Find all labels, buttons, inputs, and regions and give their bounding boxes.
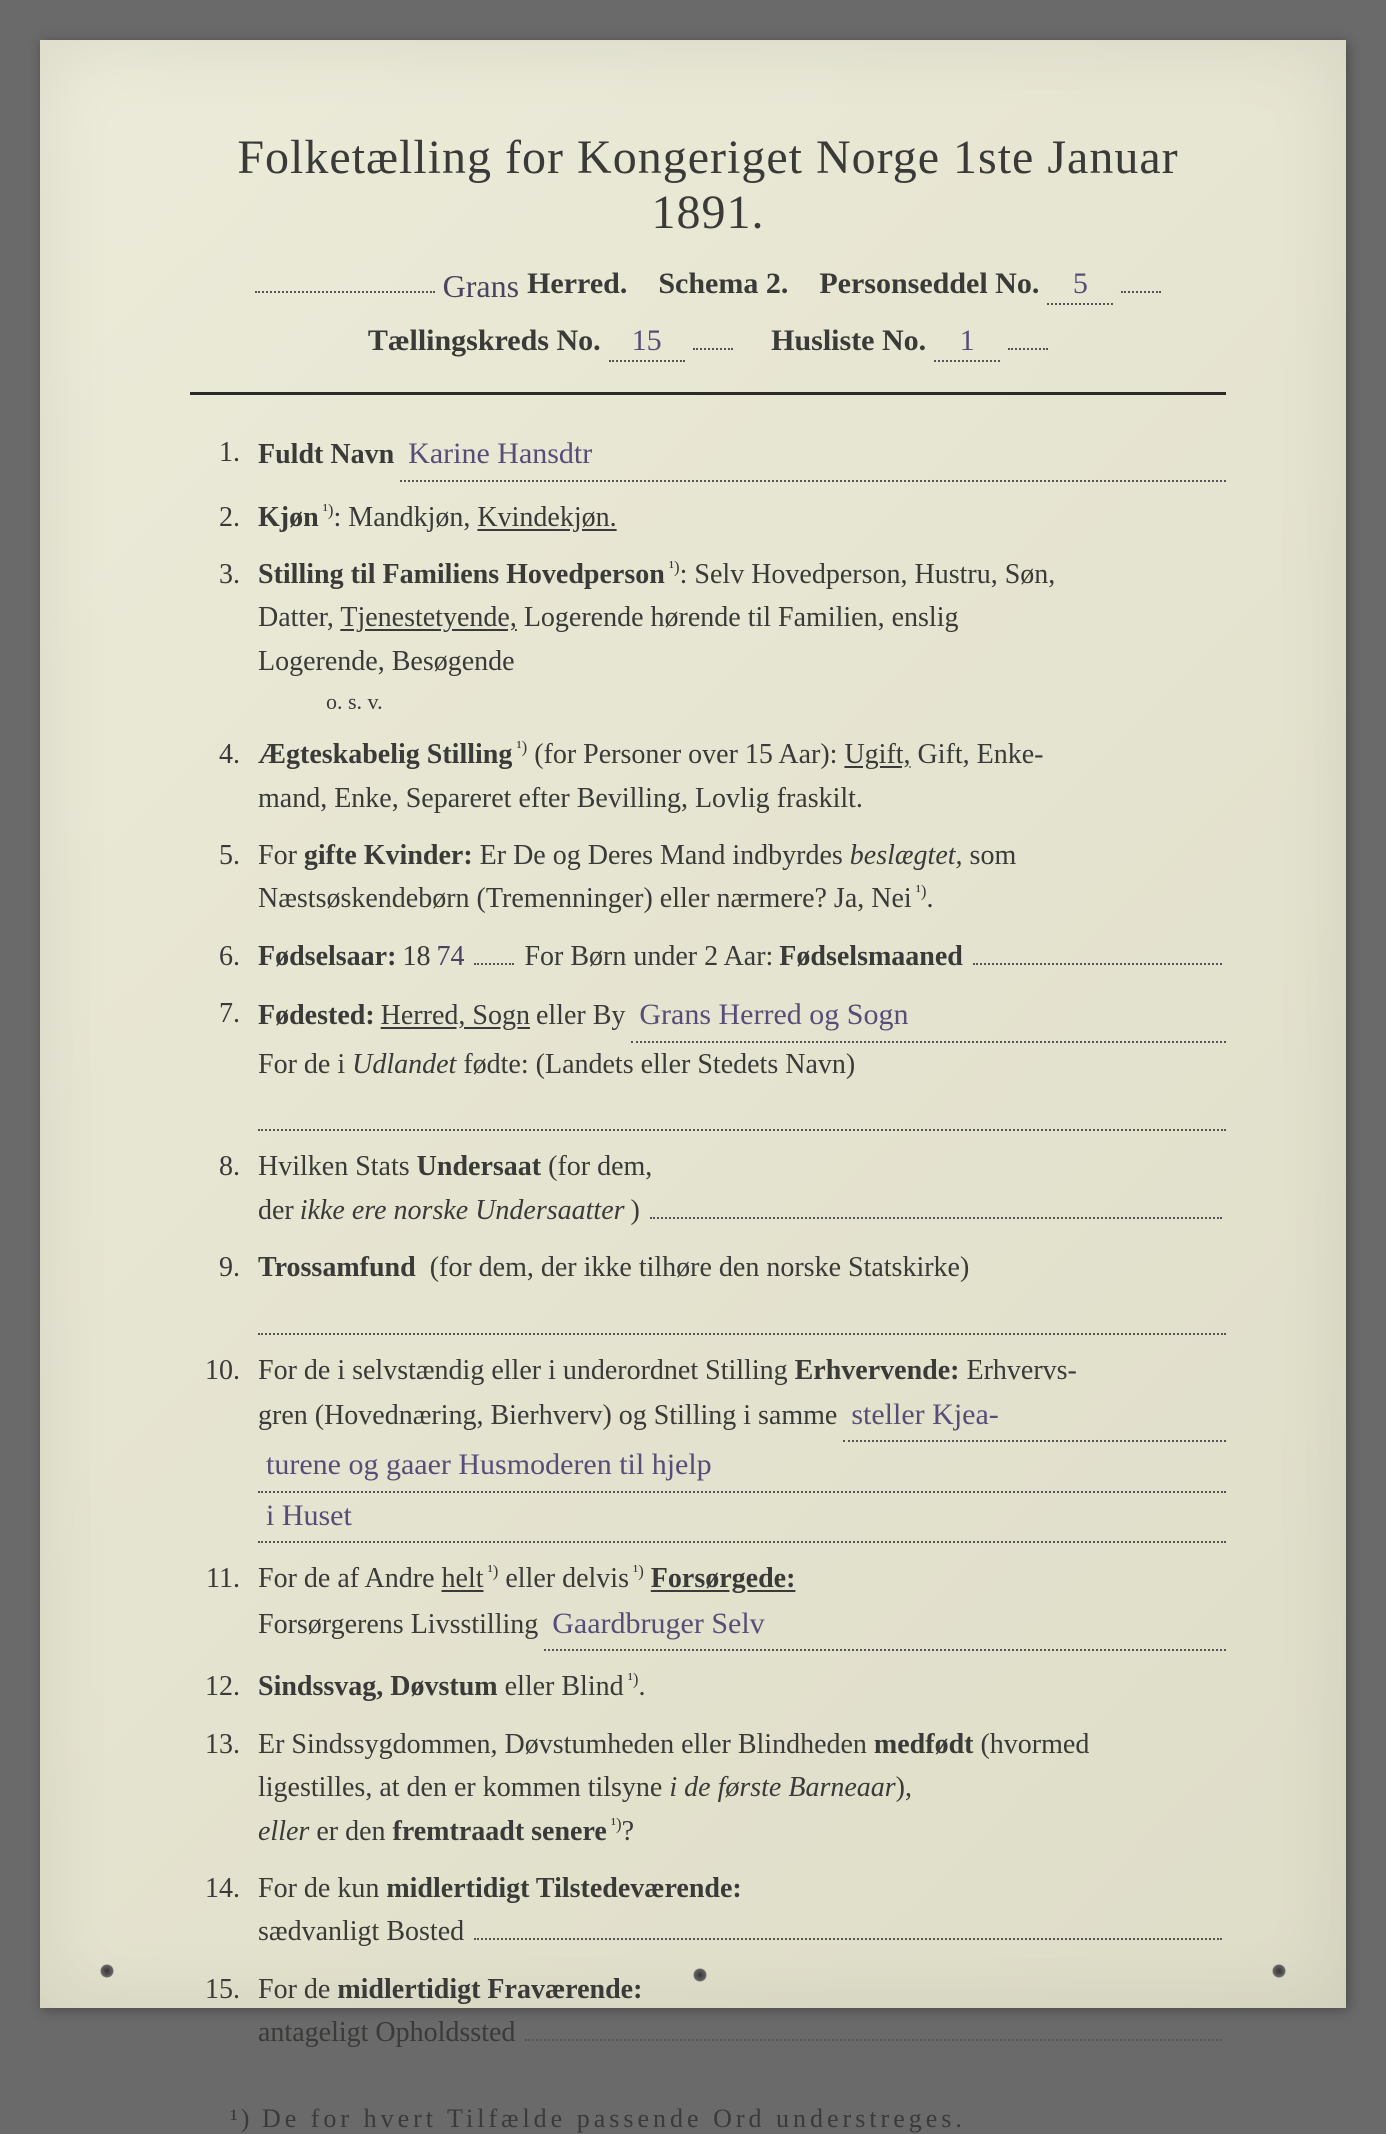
- form-header: Folketælling for Kongeriget Norge 1ste J…: [190, 130, 1226, 362]
- census-form-page: Folketælling for Kongeriget Norge 1ste J…: [40, 40, 1346, 2008]
- form-items: Fuldt Navn Karine Hansdtr Kjøn ¹): Mandk…: [190, 431, 1226, 2054]
- kreds-label: Tællingskreds No.: [368, 324, 601, 358]
- header-line-3: Tællingskreds No. 15 Husliste No. 1: [190, 315, 1226, 362]
- item-3-relation: Stilling til Familiens Hovedperson ¹): S…: [190, 553, 1226, 719]
- relation-selected: Tjenestetyende,: [340, 602, 516, 633]
- item-8-citizenship: Hvilken Stats Undersaat (for dem, der ik…: [190, 1145, 1226, 1232]
- herred-value: Grans: [443, 268, 519, 305]
- item-13-congenital: Er Sindssygdommen, Døvstumheden eller Bl…: [190, 1723, 1226, 1853]
- item-6-birthyear: Fødselsaar: 1874 For Børn under 2 Aar: F…: [190, 935, 1226, 978]
- provider-value: Gaardbruger Selv: [544, 1601, 1226, 1652]
- divider-rule: [190, 392, 1226, 395]
- occupation-line3: i Huset: [258, 1493, 1226, 1544]
- footnote: ¹) De for hvert Tilfælde passende Ord un…: [190, 2104, 1226, 2134]
- item-5-related: For gifte Kvinder: Er De og Deres Mand i…: [190, 834, 1226, 921]
- personseddel-no: 5: [1047, 267, 1113, 305]
- sex-selected: Kvindekjøn.: [477, 502, 616, 533]
- item-9-religion: Trossamfund (for dem, der ikke tilhøre d…: [190, 1246, 1226, 1335]
- kreds-no: 15: [609, 324, 685, 362]
- item-7-birthplace: Fødested: Herred, Sogn eller By Grans He…: [190, 992, 1226, 1131]
- item-15-temp-absent: For de midlertidigt Fraværende: antageli…: [190, 1968, 1226, 2055]
- pinhole-icon: [100, 1964, 114, 1978]
- husliste-label: Husliste No.: [771, 324, 926, 358]
- pinhole-icon: [693, 1968, 707, 1982]
- form-title: Folketælling for Kongeriget Norge 1ste J…: [190, 130, 1226, 240]
- trailing-dots: [1121, 258, 1161, 293]
- husliste-no: 1: [934, 324, 1000, 362]
- name-value: Karine Hansdtr: [400, 431, 1226, 482]
- pinhole-icon: [1272, 1964, 1286, 1978]
- herred-label: Herred.: [527, 267, 627, 301]
- occupation-line2: turene og gaaer Husmoderen til hjelp: [258, 1442, 1226, 1493]
- marital-selected: Ugift,: [844, 739, 910, 770]
- header-line-2: Grans Herred. Schema 2. Personseddel No.…: [190, 258, 1226, 305]
- item-14-temp-present: For de kun midlertidigt Tilstedeværende:…: [190, 1867, 1226, 1954]
- birthyear-value: 74: [436, 935, 464, 978]
- item-2-sex: Kjøn ¹): Mandkjøn, Kvindekjøn.: [190, 496, 1226, 539]
- item-11-supported: For de af Andre helt ¹) eller delvis ¹) …: [190, 1557, 1226, 1651]
- item-4-marital: Ægteskabelig Stilling ¹) (for Personer o…: [190, 733, 1226, 820]
- occupation-line1: steller Kjea-: [843, 1392, 1226, 1443]
- item-10-occupation: For de i selvstændig eller i underordnet…: [190, 1349, 1226, 1544]
- schema-label: Schema 2.: [658, 267, 788, 301]
- item-1-name: Fuldt Navn Karine Hansdtr: [190, 431, 1226, 482]
- personseddel-label: Personseddel No.: [819, 267, 1039, 301]
- item-12-disability: Sindssvag, Døvstum eller Blind ¹).: [190, 1665, 1226, 1708]
- leading-dots: [255, 258, 435, 293]
- birthplace-value: Grans Herred og Sogn: [631, 992, 1226, 1043]
